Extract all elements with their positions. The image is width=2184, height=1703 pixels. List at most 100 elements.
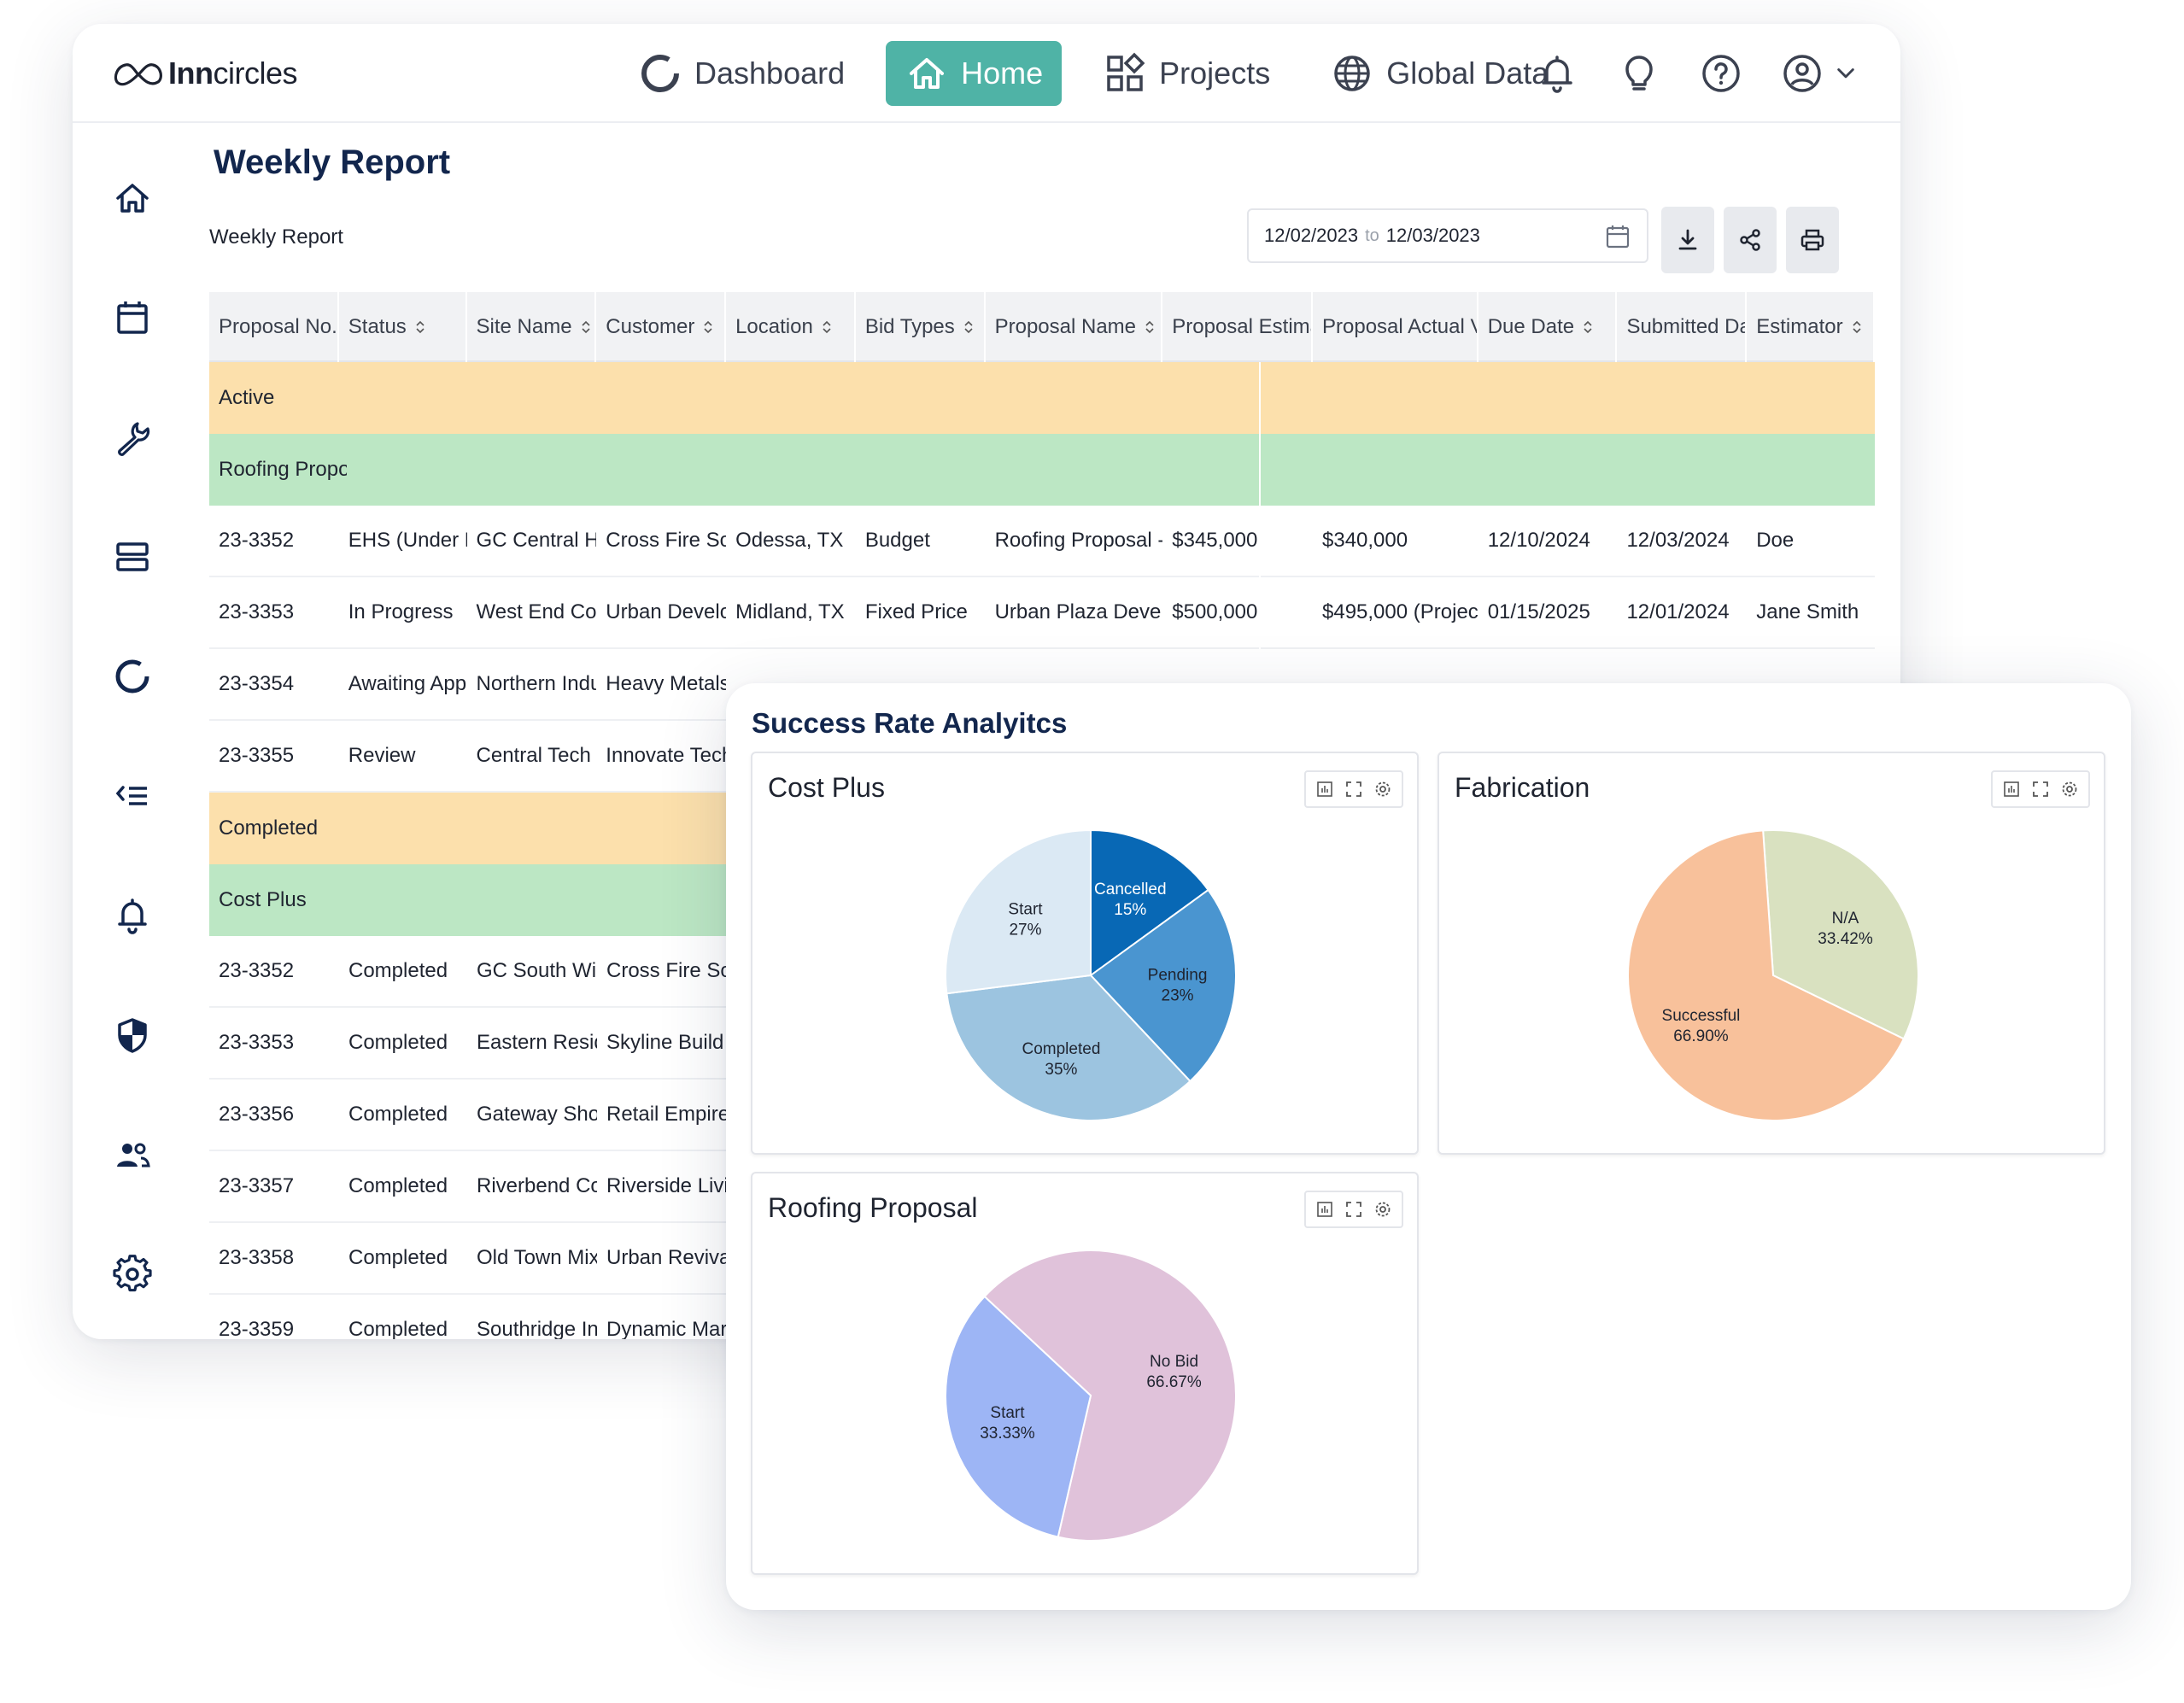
download-button[interactable] xyxy=(1661,207,1714,273)
nav-projects[interactable]: Projects xyxy=(1084,41,1289,106)
sidebar-list[interactable] xyxy=(107,770,158,822)
logo[interactable]: Inncircles xyxy=(112,53,297,94)
sort-icon[interactable] xyxy=(581,319,591,335)
column-header[interactable]: Proposal Name xyxy=(986,292,1163,362)
date-separator: to xyxy=(1365,225,1379,245)
completed-rows: 23-3352 Completed GC South Wi Cross Fire So… xyxy=(209,936,1875,1339)
bar-chart-icon[interactable] xyxy=(1316,1201,1333,1218)
sidebar-notifications[interactable] xyxy=(107,890,158,941)
column-header[interactable]: Location xyxy=(726,292,856,362)
table-cell: Completed xyxy=(348,1031,448,1054)
sidebar-calendar[interactable] xyxy=(107,292,158,343)
pie-slice[interactable] xyxy=(1627,829,1906,1121)
table-row[interactable]: 23-3359 Completed Southridge In Dynamic Mar xyxy=(209,1295,799,1339)
column-header[interactable]: Submitted Da xyxy=(1617,292,1748,362)
print-button[interactable] xyxy=(1786,207,1839,273)
sort-icon[interactable] xyxy=(415,319,425,335)
column-header-label: Proposal Actual V xyxy=(1322,315,1478,338)
pie-category-label: Start xyxy=(1008,901,1043,919)
sort-icon[interactable] xyxy=(822,319,832,335)
table-cell: $340,000 xyxy=(1322,529,1408,552)
pie-slice[interactable] xyxy=(983,1249,1237,1542)
table-cell: 23-3353 xyxy=(219,600,295,623)
sidebar-security[interactable] xyxy=(107,1010,158,1061)
sidebar-settings[interactable] xyxy=(107,1249,158,1300)
pie-slice[interactable] xyxy=(945,1295,1092,1538)
sort-icon[interactable] xyxy=(703,319,713,335)
table-row[interactable]: 23-3356 Completed Gateway Sho Retail Empire xyxy=(209,1080,799,1151)
subgroup-row-roofing[interactable]: Roofing Propo xyxy=(209,434,1875,506)
gear-icon[interactable] xyxy=(1374,781,1391,798)
bar-chart-icon[interactable] xyxy=(2003,781,2020,798)
table-cell: 12/01/2024 xyxy=(1626,600,1730,623)
sort-icon[interactable] xyxy=(963,319,974,335)
tips-button[interactable] xyxy=(1617,51,1661,96)
expand-icon[interactable] xyxy=(1345,1201,1362,1218)
sort-icon[interactable] xyxy=(1145,319,1155,335)
column-header[interactable]: Customer xyxy=(596,292,727,362)
sidebar xyxy=(73,123,192,1339)
sidebar-home[interactable] xyxy=(107,173,158,224)
pie-value-label: 35% xyxy=(1045,1061,1077,1079)
user-menu-button[interactable] xyxy=(1781,51,1866,96)
logo-text: Inncircles xyxy=(168,56,297,91)
table-cell: Completed xyxy=(348,1174,448,1197)
sidebar-analytics[interactable] xyxy=(107,651,158,702)
table-cell: Northern Indu xyxy=(476,672,597,695)
help-button[interactable] xyxy=(1699,51,1743,96)
group-row-active[interactable]: Active xyxy=(209,362,1875,434)
grid-shapes-icon xyxy=(1107,52,1145,91)
table-cell: 23-3352 xyxy=(219,529,295,552)
share-button[interactable] xyxy=(1724,207,1777,273)
date-range-picker[interactable]: 12/02/2023 to 12/03/2023 xyxy=(1247,208,1648,263)
table-row[interactable]: 23-3357 Completed Riverbend Co Riverside Li… xyxy=(209,1151,799,1223)
nav-projects-label: Projects xyxy=(1159,56,1271,91)
column-header[interactable]: Proposal Estima xyxy=(1162,292,1313,362)
notifications-button[interactable] xyxy=(1535,51,1579,96)
nav-global-data[interactable]: Global Data xyxy=(1311,41,1567,106)
table-cell: Completed xyxy=(348,1318,448,1339)
table-row[interactable]: 23-3352 Completed GC South Wi Cross Fire So xyxy=(209,936,799,1008)
pie-chart-cost-plus: Cancelled 15% Pending 23% Completed 35% Start 2… xyxy=(945,828,1237,1121)
table-cell: Central Tech ( xyxy=(476,744,597,767)
column-header[interactable]: Proposal No. xyxy=(209,292,339,362)
gear-icon[interactable] xyxy=(2061,781,2078,798)
sidebar-layers[interactable] xyxy=(107,531,158,582)
nav-home[interactable]: Home xyxy=(886,41,1063,106)
table-row[interactable]: 23-3353 In Progress West End Cor Urban Deve… xyxy=(209,577,1875,649)
table-cell: $500,000 xyxy=(1172,600,1258,623)
column-header[interactable]: Due Date xyxy=(1478,292,1618,362)
column-header[interactable]: Bid Types xyxy=(856,292,986,362)
table-cell: In Progress xyxy=(348,600,454,623)
table-cell: Completed xyxy=(348,1246,448,1269)
column-header[interactable]: Site Name xyxy=(467,292,597,362)
table-row[interactable]: 23-3353 Completed Eastern Resid Skyline Bui… xyxy=(209,1008,799,1080)
expand-icon[interactable] xyxy=(2032,781,2049,798)
sort-icon[interactable] xyxy=(1583,319,1593,335)
expand-icon[interactable] xyxy=(1345,781,1362,798)
table-cell: 23-3359 xyxy=(219,1318,295,1339)
sidebar-tools[interactable] xyxy=(107,412,158,463)
globe-icon xyxy=(1334,56,1370,91)
table-cell: EHS (Under R xyxy=(348,529,467,552)
table-cell: Skyline Build xyxy=(606,1031,724,1054)
sort-icon[interactable] xyxy=(1852,319,1862,335)
table-row[interactable]: 23-3352 EHS (Under R GC Central H Cross Fir… xyxy=(209,506,1875,577)
table-cell: Southridge In xyxy=(477,1318,597,1339)
pie-slice[interactable] xyxy=(1762,829,1919,1040)
column-header[interactable]: Proposal Actual V xyxy=(1313,292,1478,362)
chart-title: Cost Plus xyxy=(768,772,885,803)
active-rows: 23-3352 EHS (Under R GC Central H Cross Fir… xyxy=(209,506,1875,793)
sidebar-users[interactable] xyxy=(107,1129,158,1180)
gear-icon[interactable] xyxy=(1374,1201,1391,1218)
pie-slice[interactable] xyxy=(1089,888,1237,1083)
column-header[interactable]: Status xyxy=(339,292,467,362)
bar-chart-icon[interactable] xyxy=(1316,781,1333,798)
table-row[interactable]: 23-3358 Completed Old Town Mix Urban Reviva xyxy=(209,1223,799,1295)
pie-slice[interactable] xyxy=(946,974,1192,1121)
pie-slice[interactable] xyxy=(1090,828,1209,977)
column-header-label: Location xyxy=(735,315,813,338)
pie-slice[interactable] xyxy=(945,828,1092,995)
nav-dashboard[interactable]: Dashboard xyxy=(619,41,864,106)
column-header[interactable]: Estimator xyxy=(1747,292,1875,362)
